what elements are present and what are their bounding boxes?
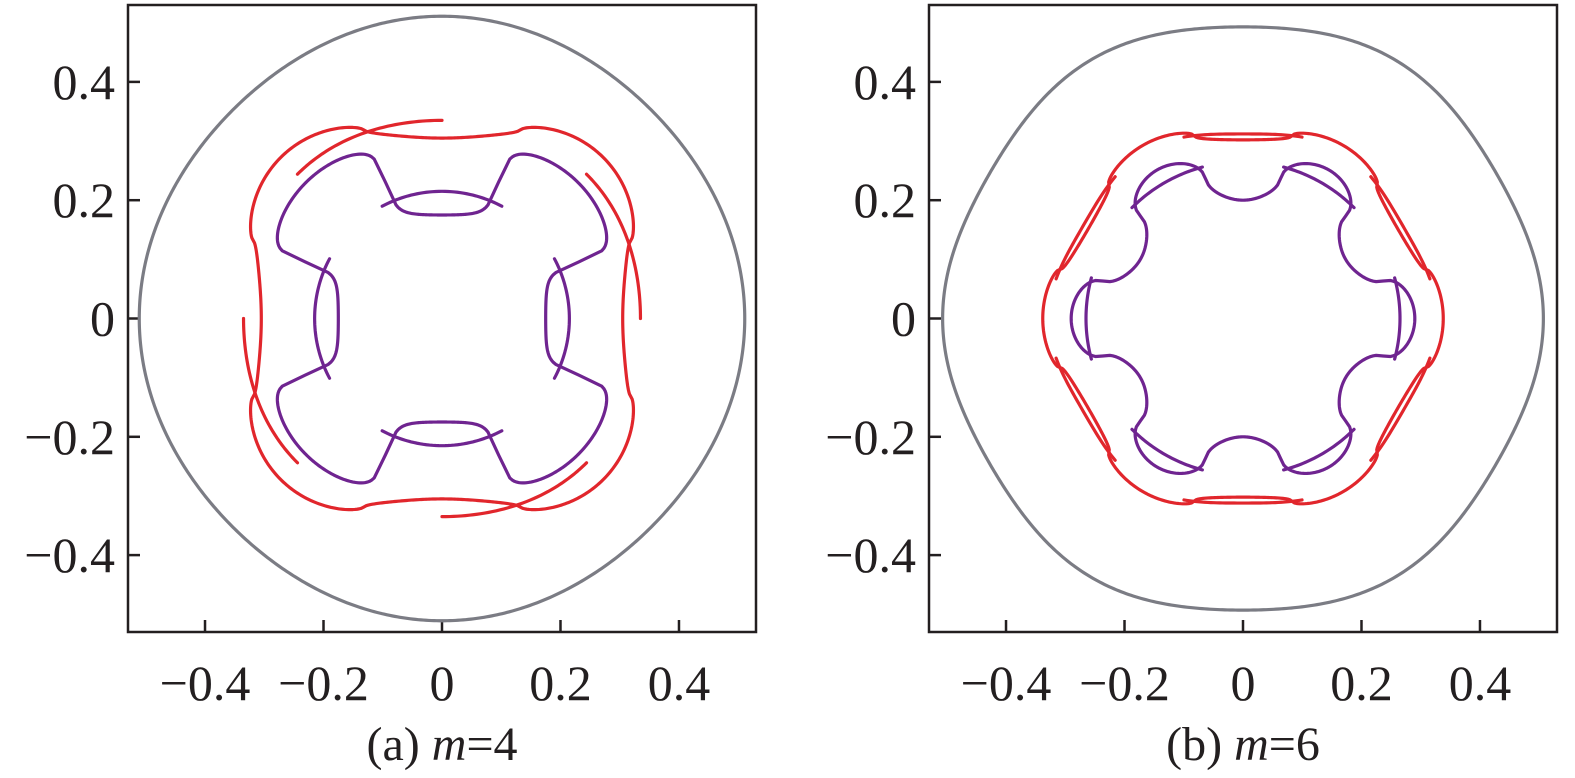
inner-arc-segment [313,257,332,380]
x-tick-label: −0.4 [160,655,251,711]
middle-arc-segment [440,461,589,519]
panel-caption: (b) m=6 [1166,718,1320,771]
middle-boundary-curve [1041,131,1445,506]
middle-arc-segment [1054,356,1117,462]
inner-arc-segment [1130,427,1204,472]
panel-caption: (a) m=4 [366,718,517,771]
middle-boundary-curve [248,125,636,512]
x-tick-label: −0.2 [1079,655,1170,711]
x-tick-label: 0.4 [648,655,711,711]
y-tick-label: 0.4 [53,54,116,110]
x-tick-label: 0.2 [529,655,592,711]
outer-boundary-curve [941,25,1545,612]
y-tick-label: −0.2 [24,409,115,465]
x-tick-label: −0.4 [961,655,1052,711]
y-tick-label: 0.4 [854,54,917,110]
panel-b: −0.4 −0.2 0 0.2 0.4 −0.4 −0.2 0 0.2 0.4 (b) m=6 [825,3,1559,771]
middle-arc-segment [1369,356,1432,462]
x-tick-label: −0.2 [278,655,369,711]
y-tick-label: 0 [891,291,916,347]
middle-arc-segment [1369,175,1432,281]
x-tick-label: 0 [430,655,455,711]
inner-arc-segment [552,257,571,380]
y-tick-label: 0.2 [53,172,116,228]
inner-arc-segment [1393,276,1402,361]
middle-arc-segment [241,316,300,465]
y-tick-label: 0 [90,291,115,347]
plot-frame [126,3,758,634]
x-tick-label: 0.4 [1449,655,1512,711]
x-tick-label: 0.2 [1330,655,1393,711]
inner-arc-segment [1130,165,1204,210]
inner-boundary-curve [275,152,609,485]
middle-arc-segment [295,118,444,176]
inner-boundary-curve [1069,161,1417,476]
middle-arc-segment [1182,132,1304,139]
inner-arc-segment [1282,427,1356,472]
inner-arc-segment [380,189,504,208]
panel-a: −0.4 −0.2 0 0.2 0.4 −0.4 −0.2 0 0.2 0.4 (a) m=4 [24,3,758,771]
middle-arc-segment [584,172,643,321]
inner-arc-segment [380,429,504,448]
y-tick-label: 0.2 [854,172,917,228]
inner-arc-segment [1282,165,1356,210]
inner-arc-segment [1084,276,1093,361]
plot-frame [927,3,1559,634]
x-tick-label: 0 [1231,655,1256,711]
middle-arc-segment [1182,498,1304,505]
y-tick-label: −0.4 [24,527,115,583]
y-tick-label: −0.4 [825,527,916,583]
y-tick-label: −0.2 [825,409,916,465]
middle-arc-segment [1054,175,1117,281]
outer-boundary-curve [137,14,747,623]
